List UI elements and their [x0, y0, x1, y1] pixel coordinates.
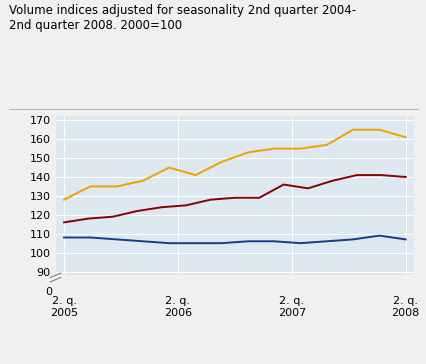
Exports excl. ships
and oil platforms	[140, 239, 145, 244]
Exports excl. crude
oil and natural gas	[256, 195, 261, 200]
Exports excl. ships
and oil platforms	[245, 239, 250, 244]
Imports excl.
ships and oil
platforms	[219, 160, 224, 164]
Imports excl.
ships and oil
platforms	[140, 179, 145, 183]
Exports excl. crude
oil and natural gas	[134, 209, 139, 213]
Imports excl.
ships and oil
platforms	[193, 173, 198, 177]
Exports excl. ships
and oil platforms	[350, 237, 355, 242]
Imports excl.
ships and oil
platforms	[271, 146, 276, 151]
Exports excl. crude
oil and natural gas	[232, 195, 237, 200]
Imports excl.
ships and oil
platforms	[245, 150, 250, 155]
Exports excl. crude
oil and natural gas	[86, 217, 91, 221]
Exports excl. crude
oil and natural gas	[402, 175, 407, 179]
Exports excl. crude
oil and natural gas	[159, 205, 164, 209]
Exports excl. ships
and oil platforms	[297, 241, 302, 245]
Exports excl. crude
oil and natural gas	[183, 203, 188, 207]
Imports excl.
ships and oil
platforms	[402, 135, 407, 139]
Line: Imports excl.
ships and oil
platforms: Imports excl. ships and oil platforms	[64, 130, 405, 200]
Exports excl. ships
and oil platforms	[323, 239, 328, 244]
Imports excl.
ships and oil
platforms	[88, 184, 93, 189]
Imports excl.
ships and oil
platforms	[323, 143, 328, 147]
Line: Exports excl. crude
oil and natural gas: Exports excl. crude oil and natural gas	[64, 175, 405, 222]
Exports excl. crude
oil and natural gas	[354, 173, 359, 177]
Exports excl. crude
oil and natural gas	[110, 214, 115, 219]
Exports excl. ships
and oil platforms	[376, 233, 381, 238]
Exports excl. crude
oil and natural gas	[305, 186, 310, 190]
Exports excl. crude
oil and natural gas	[207, 198, 213, 202]
Exports excl. ships
and oil platforms	[193, 241, 198, 245]
Exports excl. ships
and oil platforms	[166, 241, 171, 245]
Exports excl. crude
oil and natural gas	[329, 179, 334, 183]
Exports excl. ships
and oil platforms	[88, 235, 93, 240]
Line: Exports excl. ships
and oil platforms: Exports excl. ships and oil platforms	[64, 236, 405, 243]
Imports excl.
ships and oil
platforms	[61, 198, 66, 202]
Imports excl.
ships and oil
platforms	[297, 146, 302, 151]
Exports excl. ships
and oil platforms	[271, 239, 276, 244]
Exports excl. ships
and oil platforms	[114, 237, 119, 242]
Exports excl. crude
oil and natural gas	[378, 173, 383, 177]
Exports excl. crude
oil and natural gas	[280, 182, 285, 187]
Imports excl.
ships and oil
platforms	[114, 184, 119, 189]
Imports excl.
ships and oil
platforms	[350, 127, 355, 132]
Exports excl. ships
and oil platforms	[219, 241, 224, 245]
Imports excl.
ships and oil
platforms	[166, 165, 171, 170]
Exports excl. ships
and oil platforms	[61, 235, 66, 240]
Imports excl.
ships and oil
platforms	[376, 127, 381, 132]
Exports excl. crude
oil and natural gas	[61, 220, 66, 225]
Text: Volume indices adjusted for seasonality 2nd quarter 2004-
2nd quarter 2008. 2000: Volume indices adjusted for seasonality …	[9, 4, 355, 32]
Exports excl. ships
and oil platforms	[402, 237, 407, 242]
